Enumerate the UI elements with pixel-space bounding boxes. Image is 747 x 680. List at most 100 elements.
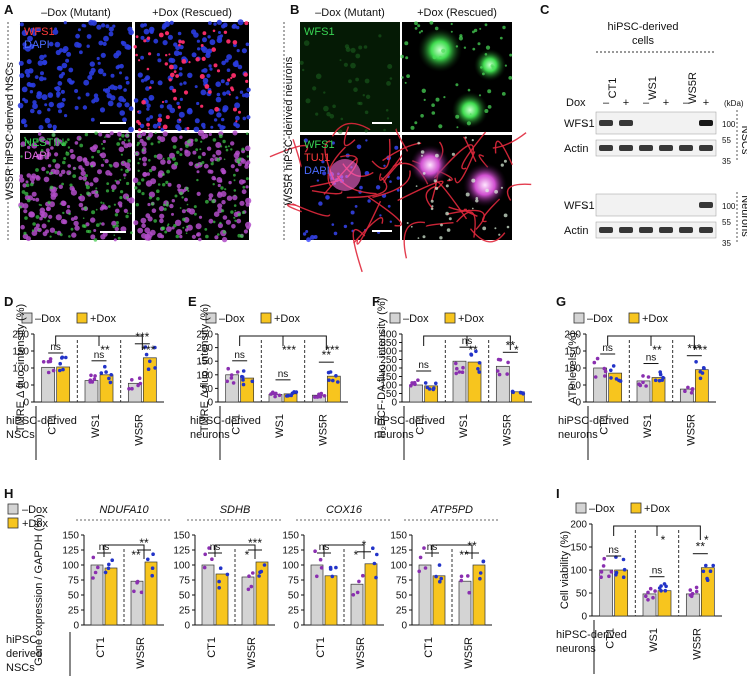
- data-point: [271, 390, 275, 395]
- data-point: [313, 395, 317, 399]
- significance-label: ns: [427, 542, 438, 553]
- panel-letter-b: B: [290, 2, 299, 17]
- data-point: [203, 552, 207, 557]
- blot-band: [679, 145, 693, 151]
- kda-marker: 55: [722, 136, 731, 145]
- data-point: [683, 389, 687, 394]
- data-point: [661, 375, 665, 380]
- significance-label: **: [468, 343, 478, 357]
- y-tick-label: 200: [380, 364, 397, 375]
- x-tick-label: WS1: [274, 414, 286, 438]
- data-point: [150, 566, 155, 570]
- data-point: [322, 394, 327, 398]
- y-tick-label: 100: [564, 364, 581, 375]
- blot-row-label: WFS1: [564, 200, 595, 212]
- data-point: [505, 372, 510, 376]
- dox-sign: +: [623, 97, 629, 109]
- data-point: [644, 594, 648, 598]
- bar-minus-dox: [130, 580, 144, 626]
- data-point: [108, 380, 113, 385]
- data-point: [688, 588, 693, 592]
- data-point: [327, 378, 331, 383]
- y-tick-label: 50: [386, 389, 398, 400]
- blot-row-label: Actin: [564, 143, 588, 155]
- data-point: [107, 376, 111, 381]
- data-point: [107, 562, 111, 567]
- chart-h-cox16: [296, 519, 392, 626]
- bar-plus-dox: [472, 564, 486, 626]
- data-point: [413, 382, 417, 387]
- charts-layer: [7, 312, 722, 676]
- scale-bar: [100, 122, 126, 124]
- x-tick-label: CT1: [206, 637, 218, 658]
- data-point: [96, 565, 100, 570]
- y-tick-label: 100: [12, 364, 29, 375]
- data-point: [603, 374, 607, 378]
- side-label: WS5R hiPSC-derived NSCs: [4, 62, 16, 200]
- data-point: [257, 574, 261, 578]
- data-point: [461, 365, 465, 370]
- x-tick-label: WS5R: [133, 414, 145, 446]
- legend-label: +Dox: [90, 313, 116, 325]
- significance-label: ns: [652, 566, 663, 577]
- bar-plus-dox: [651, 377, 666, 403]
- blot-band: [619, 120, 633, 126]
- legend-swatch-plus: [444, 312, 456, 324]
- bar-plus-dox: [364, 563, 378, 626]
- y-tick-label: 100: [282, 561, 299, 572]
- row-label: hiPSC-derived: [556, 629, 627, 641]
- data-point: [331, 378, 335, 383]
- row-label: derived: [6, 648, 42, 660]
- data-point: [217, 579, 221, 584]
- significance-label: **: [506, 338, 516, 352]
- x-tick-label: CT1: [95, 637, 107, 658]
- data-point: [469, 353, 474, 357]
- y-tick-label: 350: [380, 338, 397, 349]
- data-point: [241, 378, 245, 382]
- data-point: [106, 566, 111, 571]
- bar-plus-dox: [510, 391, 525, 403]
- data-point: [225, 379, 229, 384]
- data-point: [460, 370, 465, 375]
- stain-label: TUJ1: [304, 152, 330, 164]
- data-point: [143, 345, 148, 349]
- bar-plus-dox: [144, 561, 158, 626]
- blot-band: [639, 227, 653, 233]
- data-point: [497, 372, 502, 377]
- dox-sign: –: [683, 97, 690, 109]
- dox-sign: –: [643, 97, 650, 109]
- y-tick-label: 100: [173, 561, 190, 572]
- x-tick-label: CT1: [423, 637, 435, 658]
- significance-label: **: [131, 548, 141, 562]
- data-point: [603, 369, 608, 374]
- data-point: [438, 579, 442, 584]
- cell-line-label: CT1: [607, 78, 619, 99]
- bar-minus-dox: [458, 580, 472, 626]
- panel-letter-f: F: [372, 294, 380, 309]
- data-point: [318, 557, 323, 562]
- micrograph-a-rescued-nestin: [132, 130, 252, 243]
- data-point: [646, 590, 650, 595]
- column-label: –Dox (Mutant): [315, 7, 385, 19]
- significance-label: ***: [135, 330, 149, 344]
- data-point: [88, 380, 92, 384]
- significance-label: *: [704, 533, 709, 547]
- data-point: [91, 576, 95, 580]
- data-point: [144, 352, 149, 357]
- data-point: [355, 590, 360, 595]
- blot-band: [699, 202, 713, 208]
- y-tick-label: 150: [390, 531, 407, 542]
- scale-bar: [372, 122, 392, 124]
- significance-label: ns: [462, 336, 473, 347]
- western-blot-layer: [595, 111, 717, 239]
- data-point: [130, 378, 134, 382]
- significance-label: **: [652, 343, 662, 357]
- x-tick-label: WS1: [642, 414, 654, 438]
- bar-plus-dox: [700, 567, 715, 617]
- y-axis-label: Cell viability (%): [559, 531, 571, 609]
- arrow-icon: →: [580, 119, 590, 130]
- dox-sign: +: [663, 97, 669, 109]
- data-point: [132, 589, 136, 594]
- y-tick-label: 75: [288, 576, 300, 587]
